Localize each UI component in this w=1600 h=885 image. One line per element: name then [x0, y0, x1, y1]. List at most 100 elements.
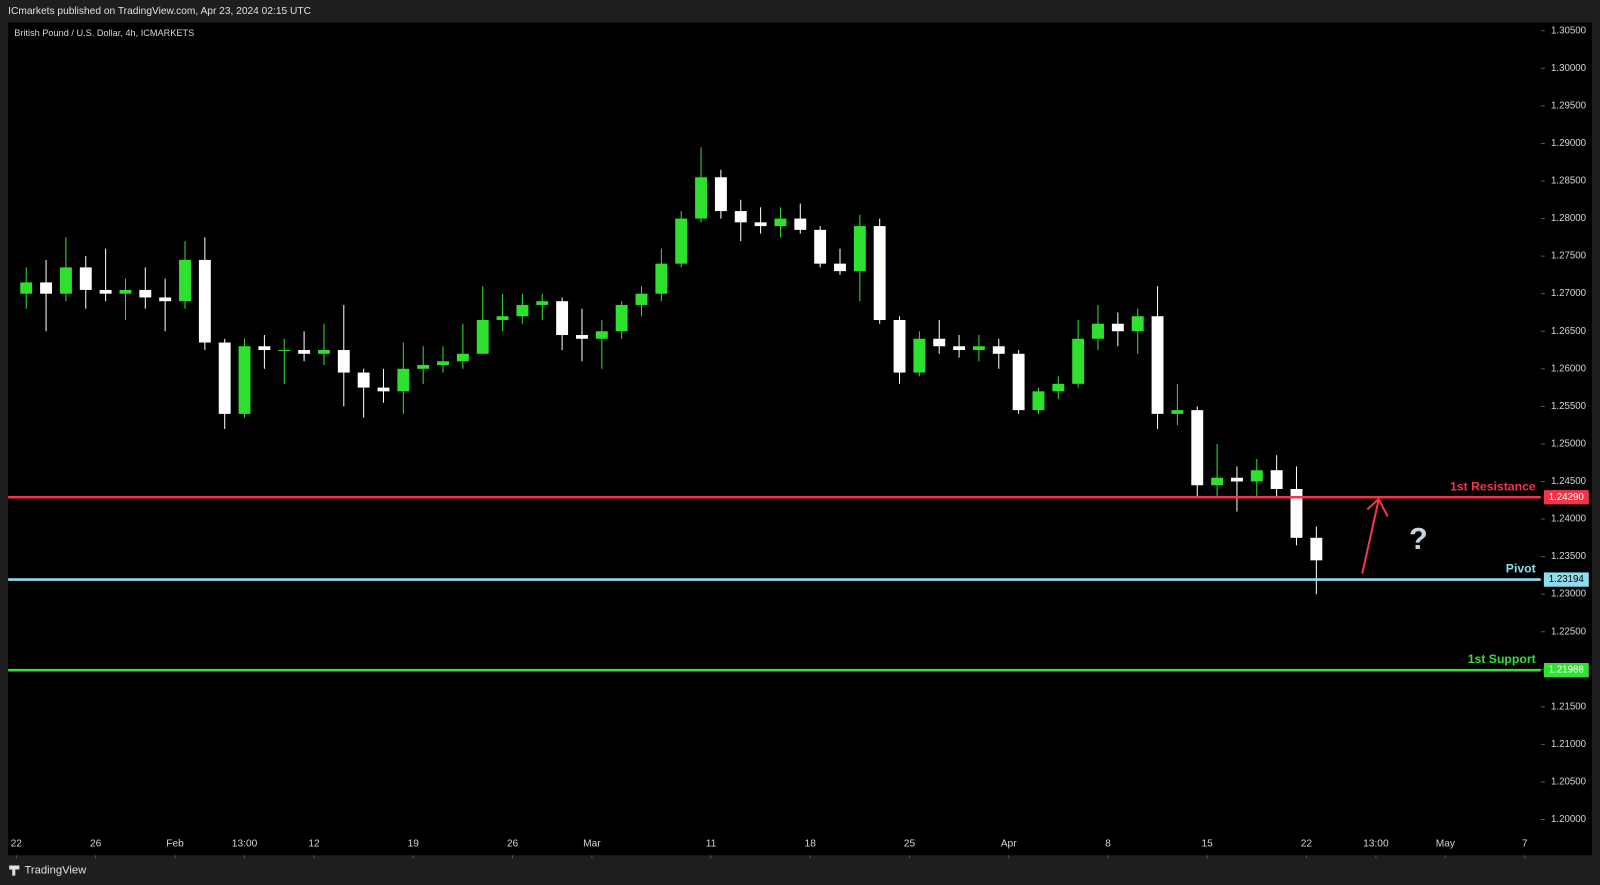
y-tick-label: 1.27500	[1551, 251, 1587, 262]
level-label: Pivot	[1506, 562, 1536, 576]
candle-body	[317, 350, 330, 354]
y-tick-label: 1.28500	[1551, 176, 1587, 187]
y-tick-label: 1.29500	[1551, 100, 1587, 111]
arrow-head	[1366, 497, 1389, 517]
x-tick-label: 22	[11, 839, 23, 850]
x-tick-label: Apr	[1001, 839, 1017, 850]
y-tick-label: 1.23500	[1551, 551, 1587, 562]
candle-body	[1072, 338, 1085, 384]
candle-body	[397, 368, 410, 392]
y-tick-label: 1.26500	[1551, 326, 1587, 337]
candle-body	[834, 263, 846, 272]
candle-body	[1032, 391, 1045, 411]
candle-body	[714, 177, 727, 212]
candle-body	[595, 331, 608, 339]
candle-body	[139, 289, 152, 298]
x-tick-label: 22	[1301, 839, 1313, 850]
chart-title: British Pound / U.S. Dollar, 4h, ICMARKE…	[14, 28, 194, 38]
level-label: 1st Support	[1468, 652, 1536, 666]
y-tick-label: 1.23000	[1551, 589, 1587, 600]
candle-body	[99, 289, 112, 294]
candle-body	[198, 259, 211, 343]
candle-body	[437, 361, 449, 366]
candle-body	[1151, 316, 1164, 414]
y-tick-label: 1.30500	[1551, 25, 1587, 36]
candle-body	[933, 338, 946, 347]
level-label: 1st Resistance	[1450, 479, 1536, 493]
x-tick-label: 26	[90, 839, 102, 850]
candle-body	[873, 226, 886, 320]
y-tick-label: 1.25000	[1551, 438, 1587, 449]
candle-body	[734, 211, 747, 223]
candle-body	[1290, 488, 1303, 538]
candle-body	[119, 289, 132, 294]
price-box	[1543, 663, 1589, 678]
x-tick-label: May	[1436, 839, 1456, 850]
candle-body	[278, 350, 291, 352]
candle-body	[40, 282, 53, 294]
x-tick-label: 18	[805, 839, 817, 850]
annotation: ?	[1409, 522, 1428, 556]
candle-body	[992, 346, 1005, 354]
candle-body	[655, 263, 668, 294]
candle-body	[1310, 537, 1323, 561]
candle-body	[417, 365, 430, 369]
candle-body	[1230, 477, 1243, 482]
plot-background	[8, 22, 1592, 856]
y-tick-label: 1.26000	[1551, 363, 1587, 374]
candle-body	[456, 353, 469, 362]
candle-body	[853, 226, 866, 272]
candle-body	[576, 335, 588, 339]
y-tick-label: 1.21000	[1551, 739, 1587, 750]
y-tick-label: 1.20000	[1551, 814, 1587, 825]
candle-body	[1270, 470, 1283, 489]
candle-body	[377, 387, 390, 392]
candle-body	[1131, 316, 1144, 332]
candle-body	[1171, 410, 1184, 414]
x-tick-label: 15	[1202, 839, 1214, 850]
y-tick-label: 1.20500	[1551, 777, 1587, 788]
candle-body	[1092, 323, 1104, 339]
x-tick-label: 13:00	[232, 839, 258, 850]
candle-body	[754, 222, 767, 227]
price-box	[1543, 572, 1589, 587]
publish-info: ICmarkets published on TradingView.com, …	[8, 6, 311, 17]
candle-body	[536, 301, 549, 305]
y-tick-label: 1.21500	[1551, 701, 1587, 712]
candle-body	[953, 346, 966, 351]
y-tick-label: 1.25500	[1551, 401, 1587, 412]
candle-body	[337, 350, 350, 373]
x-tick-label: Mar	[583, 839, 601, 850]
brand-logo	[9, 865, 20, 876]
candle-body	[476, 319, 489, 354]
candle-body	[1052, 383, 1065, 392]
x-tick-label: 12	[308, 839, 320, 850]
price-box-label: 1.21988	[1549, 665, 1584, 676]
brand: TradingView	[24, 865, 87, 877]
candle-body	[159, 297, 172, 302]
candle-body	[496, 316, 509, 320]
x-tick-label: 11	[706, 839, 717, 850]
x-tick-label: 13:00	[1363, 839, 1389, 850]
candle-body	[1111, 323, 1124, 332]
candle-body	[814, 229, 827, 264]
price-box-label: 1.24290	[1549, 492, 1585, 503]
candle-body	[258, 346, 271, 351]
x-tick-label: 8	[1105, 839, 1111, 850]
y-tick-label: 1.28000	[1551, 213, 1587, 224]
candle-body	[357, 372, 370, 388]
candle-body	[972, 346, 985, 351]
y-tick-label: 1.27000	[1551, 288, 1587, 299]
y-tick-label: 1.30000	[1551, 63, 1587, 74]
candle-body	[695, 177, 708, 219]
x-tick-label: 25	[904, 839, 916, 850]
y-tick-label: 1.22500	[1551, 626, 1587, 637]
y-tick-label: 1.24500	[1551, 476, 1587, 487]
price-box-label: 1.23194	[1549, 574, 1585, 585]
candle-body	[179, 259, 191, 302]
candle-body	[1012, 353, 1025, 411]
price-box	[1543, 490, 1589, 505]
candle-body	[1250, 470, 1263, 482]
